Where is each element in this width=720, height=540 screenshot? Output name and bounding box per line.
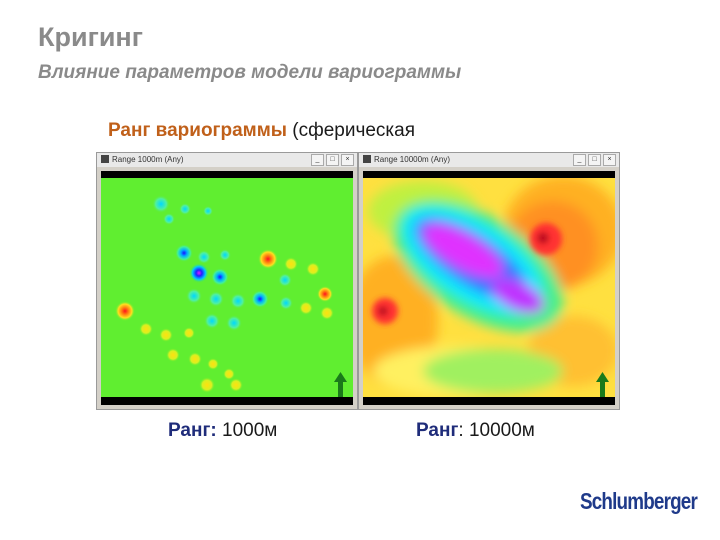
minimize-button[interactable]: _ — [573, 154, 586, 166]
kriging-map-range-1000 — [101, 171, 353, 405]
caption-range-1000: Ранг: 1000м — [168, 420, 277, 442]
map-window-range-10000[interactable]: Range 10000m (Any) _ □ × — [358, 152, 620, 410]
close-button[interactable]: × — [603, 154, 616, 166]
caption-label: Ранг: — [168, 420, 217, 441]
window-titlebar[interactable]: Range 10000m (Any) _ □ × — [359, 153, 619, 167]
caption-range-10000: Ранг: 10000м — [416, 420, 535, 442]
minimize-button[interactable]: _ — [311, 154, 324, 166]
window-title: Range 10000m (Any) — [374, 155, 451, 164]
north-arrow-icon — [334, 372, 347, 397]
caption-value: : 10000м — [458, 420, 535, 441]
window-app-icon — [363, 155, 371, 163]
kriging-map-range-10000 — [363, 171, 615, 405]
maximize-button[interactable]: □ — [326, 154, 339, 166]
caption-label: Ранг — [416, 420, 459, 441]
schlumberger-logo: Schlumberger — [580, 488, 698, 514]
north-arrow-icon — [596, 372, 609, 397]
maximize-button[interactable]: □ — [588, 154, 601, 166]
map-window-range-1000[interactable]: Range 1000m (Any) _ □ × — [96, 152, 358, 410]
slide-subtitle: Влияние параметров модели вариограммы — [38, 62, 462, 83]
window-title: Range 1000m (Any) — [112, 155, 184, 164]
close-button[interactable]: × — [341, 154, 354, 166]
window-titlebar[interactable]: Range 1000m (Any) _ □ × — [97, 153, 357, 167]
heading-rest: (сферическая — [286, 120, 416, 141]
caption-value: 1000м — [216, 420, 278, 441]
section-heading: Ранг вариограммы (сферическая — [108, 120, 415, 142]
slide-title: Кригинг — [38, 22, 143, 52]
heading-accent: Ранг вариограммы — [108, 120, 287, 141]
window-app-icon — [101, 155, 109, 163]
